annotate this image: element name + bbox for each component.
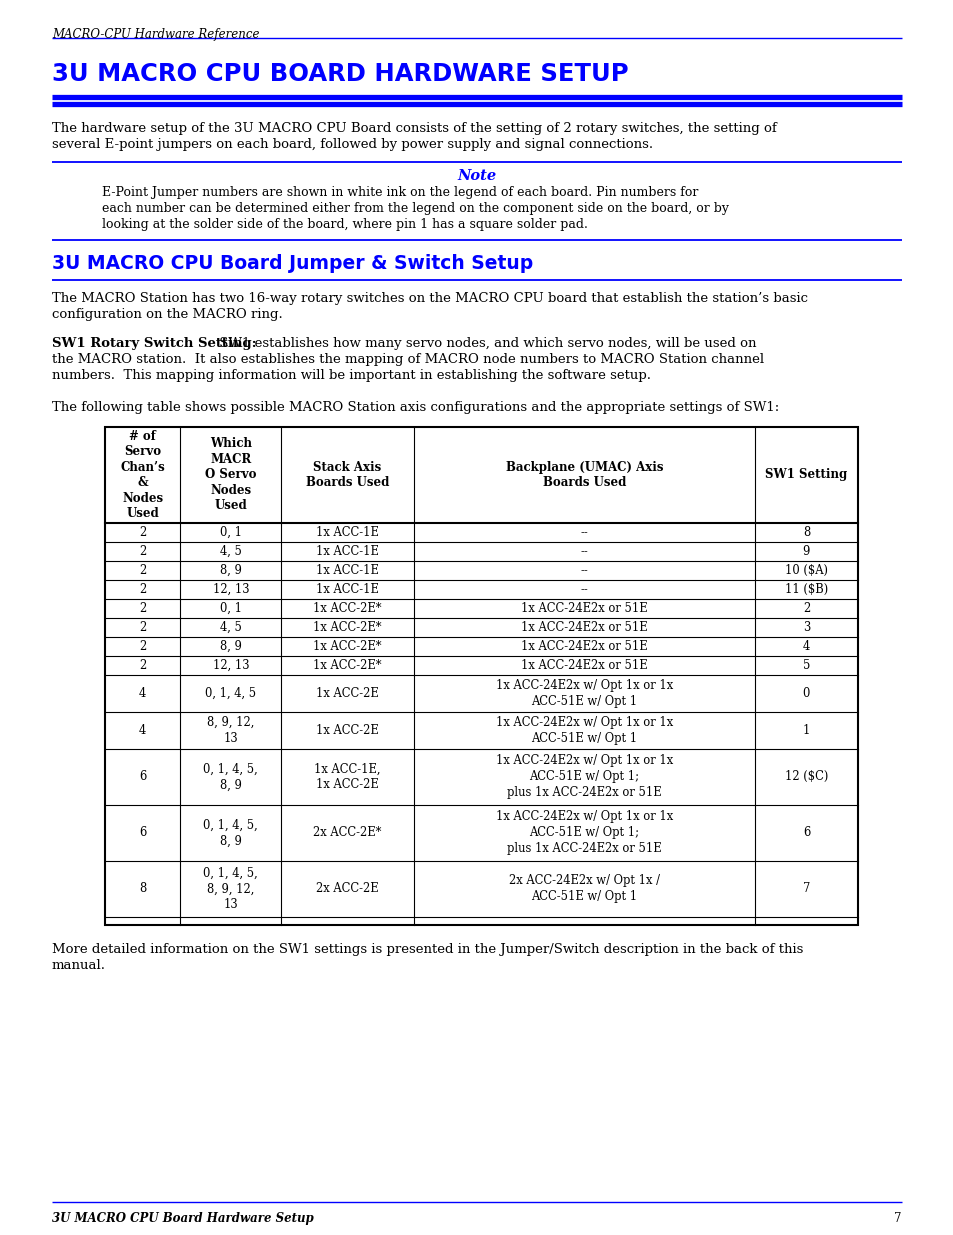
Text: 4, 5: 4, 5 — [219, 545, 241, 558]
Text: 2: 2 — [139, 564, 146, 577]
Text: 2: 2 — [139, 583, 146, 595]
Text: --: -- — [579, 583, 588, 595]
Text: 8, 9: 8, 9 — [219, 564, 241, 577]
Text: 0: 0 — [801, 687, 809, 700]
Text: 7: 7 — [801, 882, 809, 895]
Text: 1x ACC-1E: 1x ACC-1E — [315, 583, 378, 595]
Text: 0, 1, 4, 5,
8, 9: 0, 1, 4, 5, 8, 9 — [203, 762, 258, 792]
Text: Backplane (UMAC) Axis
Boards Used: Backplane (UMAC) Axis Boards Used — [505, 461, 662, 489]
Text: 1x ACC-2E*: 1x ACC-2E* — [313, 621, 381, 634]
Text: 4: 4 — [139, 724, 146, 737]
Text: 1x ACC-2E*: 1x ACC-2E* — [313, 658, 381, 672]
Text: numbers.  This mapping information will be important in establishing the softwar: numbers. This mapping information will b… — [52, 369, 650, 382]
Text: 3U MACRO CPU BOARD HARDWARE SETUP: 3U MACRO CPU BOARD HARDWARE SETUP — [52, 62, 628, 86]
Text: the MACRO station.  It also establishes the mapping of MACRO node numbers to MAC: the MACRO station. It also establishes t… — [52, 353, 763, 366]
Text: 1x ACC-1E: 1x ACC-1E — [315, 545, 378, 558]
Text: The hardware setup of the 3U MACRO CPU Board consists of the setting of 2 rotary: The hardware setup of the 3U MACRO CPU B… — [52, 122, 776, 135]
Text: 1: 1 — [801, 724, 809, 737]
Text: 7: 7 — [894, 1212, 901, 1225]
Text: 10 ($A): 10 ($A) — [784, 564, 827, 577]
Text: 6: 6 — [139, 826, 146, 840]
Text: 0, 1: 0, 1 — [219, 601, 241, 615]
Text: 4: 4 — [802, 640, 809, 653]
Text: 1x ACC-24E2x w/ Opt 1x or 1x
ACC-51E w/ Opt 1;
plus 1x ACC-24E2x or 51E: 1x ACC-24E2x w/ Opt 1x or 1x ACC-51E w/ … — [496, 810, 672, 856]
Text: Note: Note — [456, 169, 497, 183]
Text: Which
MACR
O Servo
Nodes
Used: Which MACR O Servo Nodes Used — [205, 437, 256, 513]
Text: 1x ACC-1E,
1x ACC-2E: 1x ACC-1E, 1x ACC-2E — [314, 762, 380, 792]
Text: looking at the solder side of the board, where pin 1 has a square solder pad.: looking at the solder side of the board,… — [102, 219, 587, 231]
Text: 2: 2 — [139, 621, 146, 634]
Text: 1x ACC-24E2x or 51E: 1x ACC-24E2x or 51E — [520, 658, 647, 672]
Text: 1x ACC-24E2x w/ Opt 1x or 1x
ACC-51E w/ Opt 1: 1x ACC-24E2x w/ Opt 1x or 1x ACC-51E w/ … — [496, 716, 672, 745]
Text: 2: 2 — [139, 601, 146, 615]
Text: 6: 6 — [802, 826, 809, 840]
Text: 3: 3 — [802, 621, 809, 634]
Text: manual.: manual. — [52, 958, 106, 972]
Text: SW1 Rotary Switch Setting:: SW1 Rotary Switch Setting: — [52, 337, 256, 350]
Text: 1x ACC-2E: 1x ACC-2E — [315, 724, 378, 737]
Text: 2: 2 — [139, 526, 146, 538]
Text: 12, 13: 12, 13 — [213, 658, 249, 672]
Text: 6: 6 — [139, 771, 146, 783]
Text: 2x ACC-2E: 2x ACC-2E — [315, 882, 378, 895]
Text: 1x ACC-1E: 1x ACC-1E — [315, 526, 378, 538]
Text: several E-point jumpers on each board, followed by power supply and signal conne: several E-point jumpers on each board, f… — [52, 138, 653, 151]
Text: --: -- — [579, 564, 588, 577]
Text: 1x ACC-2E*: 1x ACC-2E* — [313, 640, 381, 653]
Text: 1x ACC-24E2x w/ Opt 1x or 1x
ACC-51E w/ Opt 1;
plus 1x ACC-24E2x or 51E: 1x ACC-24E2x w/ Opt 1x or 1x ACC-51E w/ … — [496, 755, 672, 799]
Text: 8: 8 — [802, 526, 809, 538]
Text: 0, 1, 4, 5: 0, 1, 4, 5 — [205, 687, 256, 700]
Text: 4: 4 — [139, 687, 146, 700]
Text: --: -- — [579, 526, 588, 538]
Text: E-Point Jumper numbers are shown in white ink on the legend of each board. Pin n: E-Point Jumper numbers are shown in whit… — [102, 186, 698, 199]
Text: 8, 9, 12,
13: 8, 9, 12, 13 — [207, 716, 254, 745]
Text: 1x ACC-24E2x or 51E: 1x ACC-24E2x or 51E — [520, 601, 647, 615]
Bar — [105, 427, 857, 925]
Text: # of
Servo
Chan’s
&
Nodes
Used: # of Servo Chan’s & Nodes Used — [120, 430, 165, 520]
Text: MACRO-CPU Hardware Reference: MACRO-CPU Hardware Reference — [52, 28, 259, 41]
Text: 12 ($C): 12 ($C) — [784, 771, 827, 783]
Text: 1x ACC-24E2x or 51E: 1x ACC-24E2x or 51E — [520, 640, 647, 653]
Text: 1x ACC-2E*: 1x ACC-2E* — [313, 601, 381, 615]
Text: 0, 1: 0, 1 — [219, 526, 241, 538]
Text: 1x ACC-2E: 1x ACC-2E — [315, 687, 378, 700]
Text: The following table shows possible MACRO Station axis configurations and the app: The following table shows possible MACRO… — [52, 401, 779, 414]
Text: each number can be determined either from the legend on the component side on th: each number can be determined either fro… — [102, 203, 728, 215]
Text: 2: 2 — [802, 601, 809, 615]
Text: 4, 5: 4, 5 — [219, 621, 241, 634]
Text: 1x ACC-1E: 1x ACC-1E — [315, 564, 378, 577]
Text: 11 ($B): 11 ($B) — [784, 583, 827, 595]
Text: 3U MACRO CPU Board Jumper & Switch Setup: 3U MACRO CPU Board Jumper & Switch Setup — [52, 254, 533, 273]
Text: 1x ACC-24E2x or 51E: 1x ACC-24E2x or 51E — [520, 621, 647, 634]
Text: 9: 9 — [801, 545, 809, 558]
Text: SW1 establishes how many servo nodes, and which servo nodes, will be used on: SW1 establishes how many servo nodes, an… — [214, 337, 756, 350]
Text: --: -- — [579, 545, 588, 558]
Text: 2x ACC-24E2x w/ Opt 1x /
ACC-51E w/ Opt 1: 2x ACC-24E2x w/ Opt 1x / ACC-51E w/ Opt … — [508, 874, 659, 903]
Text: 12, 13: 12, 13 — [213, 583, 249, 595]
Text: 1x ACC-24E2x w/ Opt 1x or 1x
ACC-51E w/ Opt 1: 1x ACC-24E2x w/ Opt 1x or 1x ACC-51E w/ … — [496, 679, 672, 708]
Text: Stack Axis
Boards Used: Stack Axis Boards Used — [306, 461, 389, 489]
Text: 0, 1, 4, 5,
8, 9, 12,
13: 0, 1, 4, 5, 8, 9, 12, 13 — [203, 866, 258, 911]
Text: 2: 2 — [139, 545, 146, 558]
Text: 8: 8 — [139, 882, 146, 895]
Text: 2x ACC-2E*: 2x ACC-2E* — [313, 826, 381, 840]
Text: 0, 1, 4, 5,
8, 9: 0, 1, 4, 5, 8, 9 — [203, 819, 258, 847]
Text: The MACRO Station has two 16-way rotary switches on the MACRO CPU board that est: The MACRO Station has two 16-way rotary … — [52, 291, 807, 305]
Text: 5: 5 — [801, 658, 809, 672]
Text: 8, 9: 8, 9 — [219, 640, 241, 653]
Text: 3U MACRO CPU Board Hardware Setup: 3U MACRO CPU Board Hardware Setup — [52, 1212, 314, 1225]
Text: SW1 Setting: SW1 Setting — [764, 468, 846, 482]
Text: configuration on the MACRO ring.: configuration on the MACRO ring. — [52, 308, 282, 321]
Text: More detailed information on the SW1 settings is presented in the Jumper/Switch : More detailed information on the SW1 set… — [52, 942, 802, 956]
Text: 2: 2 — [139, 658, 146, 672]
Text: 2: 2 — [139, 640, 146, 653]
